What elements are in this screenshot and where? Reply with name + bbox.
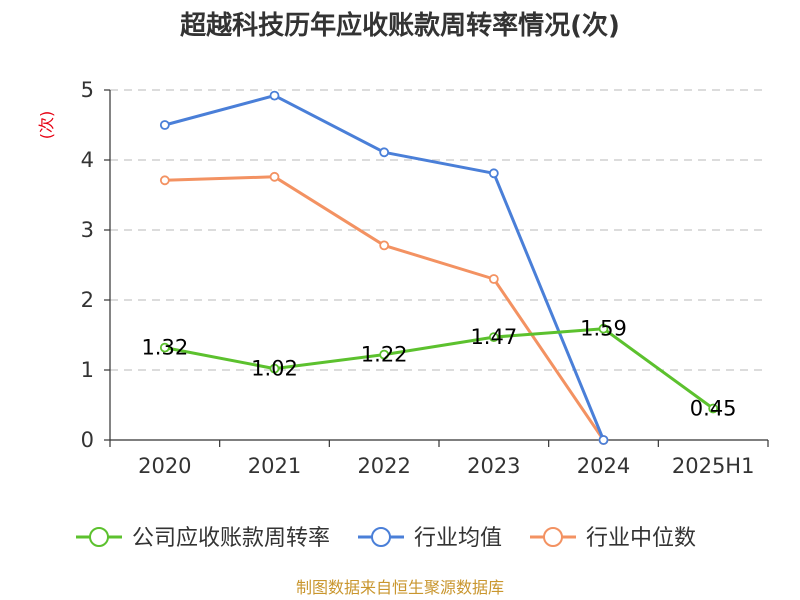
series-point <box>159 342 170 353</box>
x-tick-label: 2025H1 <box>672 454 755 478</box>
legend-swatch-marker <box>89 527 109 547</box>
series-line <box>164 175 605 441</box>
data-label: 0.45 <box>690 397 737 421</box>
series-point <box>159 120 170 130</box>
series-point <box>269 171 280 182</box>
legend-label: 行业中位数 <box>586 526 696 551</box>
series-point <box>379 147 390 158</box>
legend-item: 行业均值 <box>358 526 502 551</box>
series-point <box>488 168 499 179</box>
data-labels: 1.32 1.02 1.22 1.47 1.59 0.45 <box>141 317 736 421</box>
source-note: 制图数据来自恒生聚源数据库 <box>296 578 504 597</box>
legend-swatch-marker <box>543 527 563 547</box>
series-point <box>269 363 280 374</box>
axes <box>109 90 768 441</box>
data-label: 1.22 <box>361 343 408 367</box>
y-tick-label: 4 <box>81 148 94 172</box>
data-label: 1.32 <box>141 336 188 360</box>
y-axis-ticks: 0 1 2 3 4 5 <box>81 78 110 452</box>
y-tick-label: 2 <box>81 288 94 312</box>
chart-title: 超越科技历年应收账款周转率情况(次) <box>180 10 620 41</box>
series-line <box>164 94 605 441</box>
x-tick-label: 2023 <box>467 454 520 478</box>
series-point <box>159 175 170 186</box>
x-tick-label: 2022 <box>357 454 410 478</box>
data-label: 1.47 <box>470 325 517 349</box>
data-label: 1.59 <box>580 317 627 341</box>
series-point <box>488 332 499 343</box>
series-point <box>379 240 390 251</box>
series-point <box>488 274 499 284</box>
legend-label: 行业均值 <box>414 526 502 551</box>
y-axis-unit-label: (次) <box>37 111 56 140</box>
x-tick-label: 2020 <box>138 454 191 478</box>
legend: 公司应收账款周转率 行业均值 行业中位数 <box>76 526 696 551</box>
series-line <box>164 327 715 410</box>
data-label: 1.02 <box>251 357 298 381</box>
legend-label: 公司应收账款周转率 <box>132 526 330 551</box>
y-tick-label: 0 <box>81 428 94 452</box>
y-tick-label: 5 <box>81 78 94 102</box>
legend-swatch-marker <box>371 527 391 547</box>
gridlines <box>110 89 768 371</box>
series-point <box>708 403 719 414</box>
legend-item: 行业中位数 <box>530 526 696 551</box>
x-tick-label: 2021 <box>248 454 301 478</box>
x-tick-label: 2024 <box>577 454 630 478</box>
y-tick-label: 3 <box>81 218 94 242</box>
series-point <box>269 90 280 101</box>
series-point <box>598 435 609 445</box>
series-point <box>598 323 609 334</box>
x-axis-ticks: 2020 2021 2022 2023 2024 2025H1 <box>109 440 769 478</box>
y-tick-label: 1 <box>81 358 94 382</box>
series-point <box>379 349 390 360</box>
series-group <box>159 90 719 445</box>
legend-item: 公司应收账款周转率 <box>76 526 330 551</box>
